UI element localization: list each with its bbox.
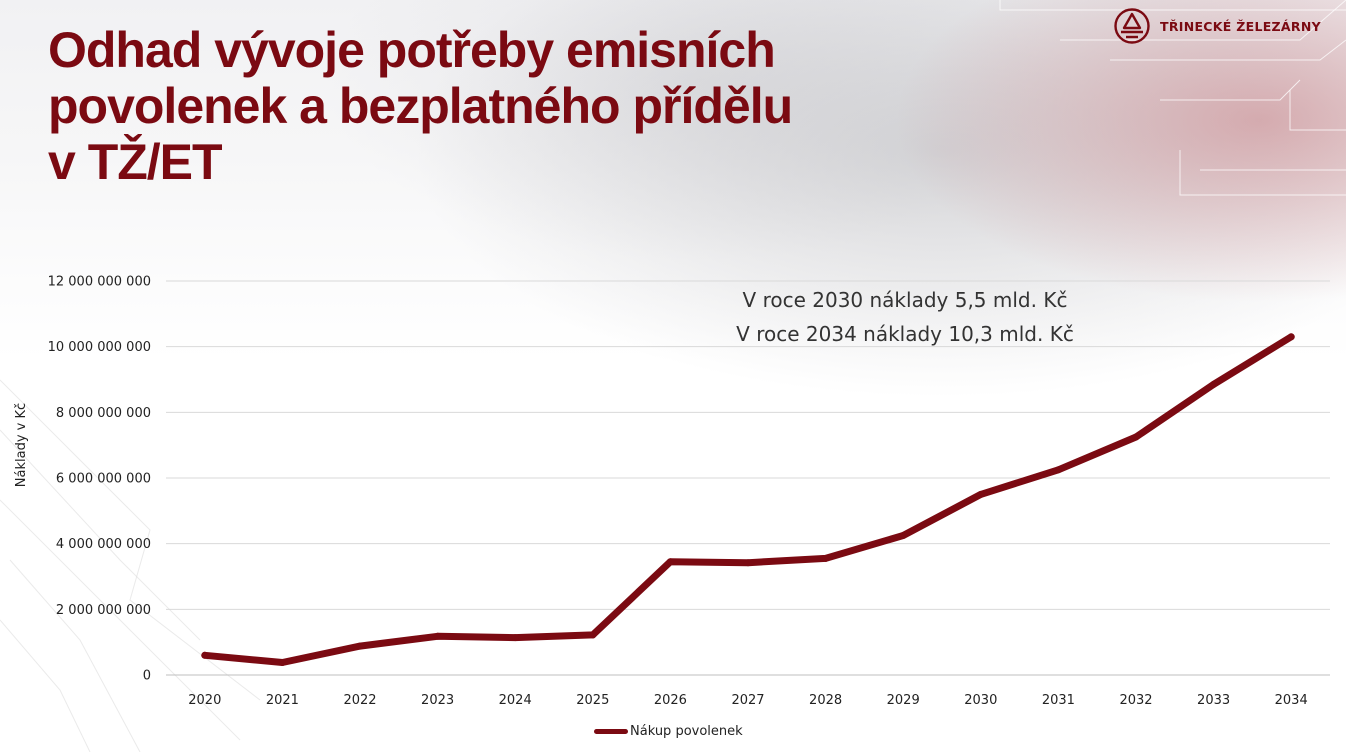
data-point [666,558,674,566]
y-tick-label: 10 000 000 000 [48,340,151,355]
legend-swatch [594,729,628,734]
y-tick-label: 8 000 000 000 [56,406,151,421]
y-tick-label: 6 000 000 000 [56,472,151,487]
x-tick-label: 2033 [1197,693,1230,708]
x-tick-label: 2020 [188,693,221,708]
annotation-2030: V roce 2030 náklady 5,5 mld. Kč [742,288,1068,312]
x-tick-label: 2031 [1042,693,1075,708]
slide-title: Odhad vývoje potřeby emisních povolenek … [48,22,793,190]
data-point [278,659,286,667]
x-tick-label: 2026 [654,693,687,708]
y-tick-label: 12 000 000 000 [48,275,151,290]
x-tick-label: 2025 [576,693,609,708]
y-tick-label: 0 [143,669,151,684]
data-point [1132,433,1140,441]
x-tick-labels: 2020 2021 2022 2023 2024 2025 2026 2027 2028 2029… [188,693,1307,708]
chart-gridlines [166,280,1330,676]
data-point [822,554,830,562]
x-tick-label: 2032 [1119,693,1152,708]
y-tick-label: 2 000 000 000 [56,603,151,618]
chart-legend: Nákup povolenek [594,724,743,739]
y-tick-label: 4 000 000 000 [56,537,151,552]
title-line-2: povolenek a bezplatného přídělu [48,78,793,134]
trinecke-zelezarny-logo-icon [1114,8,1150,44]
y-axis-label: Náklady v Kč [14,402,29,488]
series-line [201,333,1295,666]
data-point [511,634,519,642]
x-tick-label: 2024 [499,693,532,708]
data-point [1210,380,1218,388]
data-point [589,631,597,639]
data-point [899,531,907,539]
y-tick-labels: 0 2 000 000 000 4 000 000 000 6 000 000 000… [48,275,151,684]
data-point [434,632,442,640]
title-line-3: v TŽ/ET [48,134,223,190]
legend-label: Nákup povolenek [630,724,743,739]
data-point [201,651,209,659]
logo-text: TŘINECKÉ ŽELEZÁRNY [1160,18,1321,34]
x-tick-label: 2030 [964,693,997,708]
company-logo: TŘINECKÉ ŽELEZÁRNY [1114,8,1321,44]
x-tick-label: 2023 [421,693,454,708]
data-point [977,490,985,498]
chart-series [201,333,1295,667]
data-point [1287,333,1295,341]
x-tick-label: 2034 [1275,693,1308,708]
x-tick-label: 2029 [887,693,920,708]
x-tick-label: 2027 [731,693,764,708]
x-tick-label: 2022 [343,693,376,708]
title-line-1: Odhad vývoje potřeby emisních [48,22,776,78]
x-tick-label: 2028 [809,693,842,708]
annotation-2034: V roce 2034 náklady 10,3 mld. Kč [736,322,1074,346]
data-point [356,642,364,650]
data-point [744,559,752,567]
x-tick-label: 2021 [266,693,299,708]
data-point [1054,466,1062,474]
